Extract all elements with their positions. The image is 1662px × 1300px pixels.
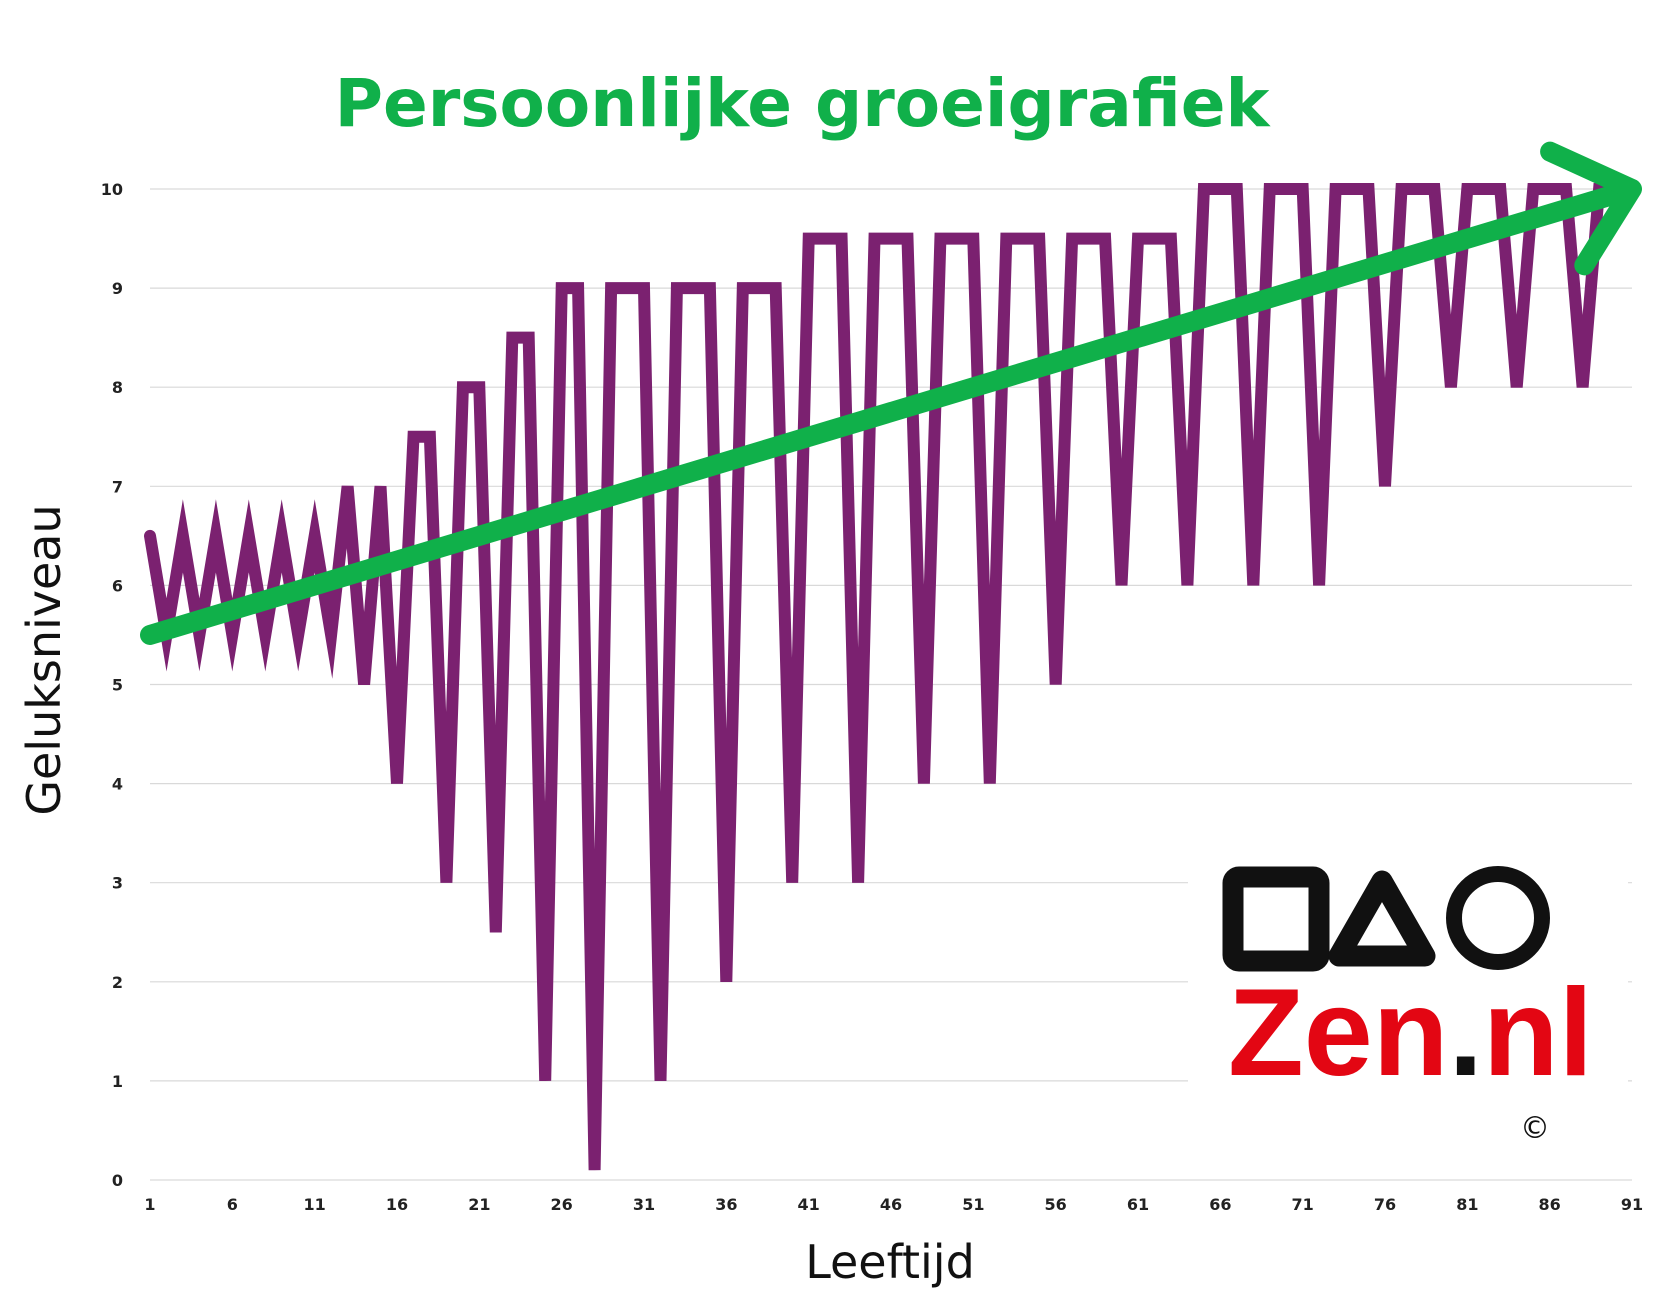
brand-name-tld: nl xyxy=(1483,964,1593,1102)
y-tick-label: 2 xyxy=(112,973,123,992)
x-tick-label: 76 xyxy=(1374,1195,1396,1214)
x-tick-label: 56 xyxy=(1045,1195,1067,1214)
x-tick-label: 1 xyxy=(144,1195,155,1214)
x-tick-label: 36 xyxy=(715,1195,737,1214)
x-tick-label: 66 xyxy=(1209,1195,1231,1214)
x-tick-label: 86 xyxy=(1539,1195,1561,1214)
x-tick-label: 6 xyxy=(227,1195,238,1214)
circle-icon xyxy=(1446,866,1550,970)
y-tick-label: 5 xyxy=(112,676,123,695)
trend-arrow-head xyxy=(1540,141,1642,276)
y-axis-title: Geluksniveau xyxy=(17,504,71,815)
y-tick-label: 7 xyxy=(112,477,123,496)
chart-title: Persoonlijke groeigrafiek xyxy=(335,65,1272,142)
y-tick-label: 3 xyxy=(112,874,123,893)
y-tick-label: 9 xyxy=(112,279,123,298)
x-tick-label: 41 xyxy=(798,1195,820,1214)
square-icon xyxy=(1222,866,1330,972)
x-tick-labels: 1 6 11 16 21 26 31 36 41 46 51 56 61 66 71 76 81 86 91 xyxy=(144,1195,1643,1214)
x-tick-label: 16 xyxy=(386,1195,408,1214)
y-tick-labels: 0 1 2 3 4 5 6 7 8 9 10 xyxy=(101,180,123,1190)
x-tick-label: 81 xyxy=(1456,1195,1478,1214)
brand-name-main: Zen xyxy=(1228,964,1448,1102)
x-tick-label: 61 xyxy=(1127,1195,1149,1214)
series-line xyxy=(144,183,1638,1171)
x-tick-label: 11 xyxy=(304,1195,326,1214)
y-tick-label: 8 xyxy=(112,378,123,397)
y-tick-label: 10 xyxy=(101,180,123,199)
x-tick-label: 31 xyxy=(633,1195,655,1214)
y-tick-label: 1 xyxy=(112,1072,123,1091)
series-layer xyxy=(144,183,1638,1171)
trend-arrow xyxy=(140,141,1642,645)
copyright-symbol: © xyxy=(1520,1111,1550,1146)
brand-name: Zen.nl xyxy=(1228,964,1593,1102)
y-tick-label: 4 xyxy=(112,775,123,794)
zen-logo: Zen.nl © xyxy=(1188,862,1628,1146)
brand-name-dot: . xyxy=(1448,964,1482,1102)
x-axis-title: Leeftijd xyxy=(805,1235,975,1289)
x-tick-label: 46 xyxy=(880,1195,902,1214)
x-tick-label: 91 xyxy=(1621,1195,1643,1214)
triangle-icon xyxy=(1328,870,1436,967)
x-tick-label: 21 xyxy=(468,1195,490,1214)
y-tick-label: 6 xyxy=(112,576,123,595)
x-tick-label: 51 xyxy=(962,1195,984,1214)
x-tick-label: 71 xyxy=(1292,1195,1314,1214)
x-tick-label: 26 xyxy=(551,1195,573,1214)
y-tick-label: 0 xyxy=(112,1171,123,1190)
trend-arrow-shaft xyxy=(140,181,1636,645)
